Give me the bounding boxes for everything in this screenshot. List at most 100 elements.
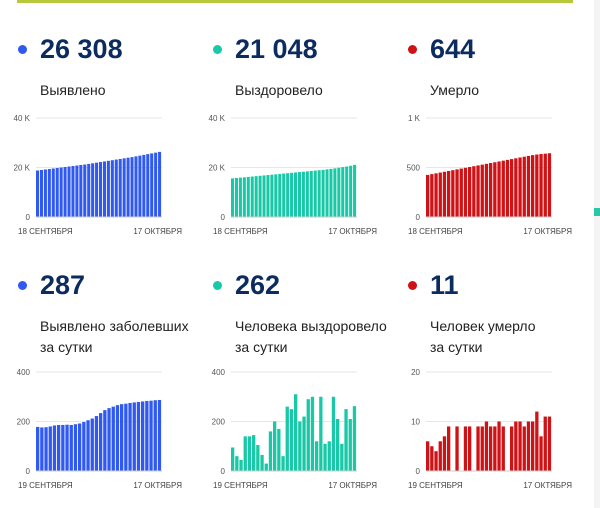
bar <box>90 418 94 471</box>
bar <box>459 168 463 217</box>
y-tick-label: 20 K <box>209 164 226 173</box>
bar <box>493 426 497 471</box>
bar <box>463 167 468 217</box>
x-label-start: 18 СЕНТЯБРЯ <box>213 227 268 236</box>
bar <box>480 426 484 471</box>
bar <box>313 170 317 217</box>
bar <box>535 411 539 471</box>
stat-label: Выявлено <box>40 82 106 98</box>
bar <box>282 173 286 217</box>
bar <box>455 169 459 217</box>
bar <box>434 451 438 471</box>
bar <box>120 404 124 471</box>
bar <box>294 172 298 217</box>
bar <box>468 167 472 217</box>
bar <box>526 155 531 217</box>
bar <box>132 402 136 471</box>
y-tick-label: 0 <box>26 213 31 222</box>
bar <box>484 163 489 217</box>
bar <box>154 152 158 217</box>
bar <box>65 424 69 471</box>
y-tick-label: 0 <box>416 467 421 476</box>
x-label-start: 19 СЕНТЯБРЯ <box>408 481 463 490</box>
bar <box>522 156 526 217</box>
stat-panel-died-daily: 11 Человек умерло за сутки 0 10 20 19 СЕНТЯ… <box>408 268 600 508</box>
bar <box>110 160 114 217</box>
bar <box>340 443 344 471</box>
x-label-end: 17 ОКТЯБРЯ <box>328 481 377 490</box>
x-label-end: 17 ОКТЯБРЯ <box>133 227 182 236</box>
bar <box>268 431 273 471</box>
x-label-start: 18 СЕНТЯБРЯ <box>18 227 73 236</box>
bar-chart: 0 10 20 19 СЕНТЯБРЯ 17 ОКТЯБРЯ <box>408 368 572 490</box>
bar <box>344 409 348 472</box>
bar <box>36 170 40 217</box>
stat-panel-recovered: 21 048 Выздоровело 0 20 K 40 K 18 СЕНТЯБРЯ 1… <box>209 32 408 272</box>
bar <box>501 426 505 471</box>
bar <box>531 421 535 471</box>
y-tick-label: 200 <box>212 418 226 427</box>
bar <box>333 168 337 217</box>
bar <box>305 171 309 217</box>
bar <box>315 441 319 471</box>
x-label-end: 17 ОКТЯБРЯ <box>328 227 377 236</box>
y-tick-label: 20 <box>411 368 420 377</box>
bar <box>247 436 252 471</box>
bar <box>306 399 310 471</box>
bar <box>122 158 126 217</box>
bar <box>107 408 111 471</box>
bar-chart: 0 20 K 40 K 18 СЕНТЯБРЯ 17 ОКТЯБРЯ <box>209 114 378 236</box>
bar <box>234 178 238 217</box>
bar <box>543 153 547 217</box>
bar <box>323 443 327 471</box>
bar <box>341 167 345 217</box>
bar <box>102 161 106 217</box>
bar <box>141 401 145 471</box>
y-tick-label: 400 <box>17 368 31 377</box>
bar <box>539 436 543 471</box>
bar <box>69 424 73 471</box>
bar <box>52 425 57 471</box>
bar <box>51 168 55 217</box>
series-dot <box>213 45 222 54</box>
bar <box>518 157 522 217</box>
bar <box>274 174 278 217</box>
bar <box>246 176 250 217</box>
bar <box>531 155 535 218</box>
bar <box>128 402 132 471</box>
stat-panel-detected-daily: 287 Выявлено заболевших за сутки 0 200 400… <box>17 268 213 508</box>
bar <box>278 173 282 217</box>
y-tick-label: 20 K <box>14 164 31 173</box>
bar <box>447 170 451 217</box>
bar <box>256 445 260 471</box>
stat-panel-died: 644 Умерло 0 500 1 K 18 СЕНТЯБРЯ 17 ОКТЯБРЯ <box>407 32 600 272</box>
bar <box>238 177 242 217</box>
stat-number: 11 <box>430 270 459 300</box>
bar <box>79 165 83 217</box>
bar <box>489 426 493 471</box>
y-tick-label: 500 <box>407 164 421 173</box>
y-tick-label: 0 <box>221 213 226 222</box>
stat-label: Выявлено заболевших <box>40 318 189 334</box>
bar <box>47 168 51 217</box>
bar <box>95 162 99 217</box>
stat-label: Выздоровело <box>235 82 323 98</box>
bar <box>468 426 472 471</box>
x-label-end: 17 ОКТЯБРЯ <box>523 481 572 490</box>
y-tick-label: 0 <box>416 213 421 222</box>
bar <box>294 394 298 471</box>
scroll-marker <box>594 208 600 216</box>
bar <box>476 165 480 217</box>
bar <box>489 163 493 217</box>
bar <box>298 421 302 471</box>
bar <box>136 401 141 471</box>
bar <box>539 154 543 217</box>
bar <box>264 463 268 471</box>
series-dot <box>408 281 417 290</box>
right-edge-strip <box>594 0 600 508</box>
x-label-end: 17 ОКТЯБРЯ <box>133 481 182 490</box>
bar <box>336 419 340 471</box>
bar <box>242 177 246 217</box>
stat-label-line2: за сутки <box>40 339 93 355</box>
bar <box>157 399 162 471</box>
